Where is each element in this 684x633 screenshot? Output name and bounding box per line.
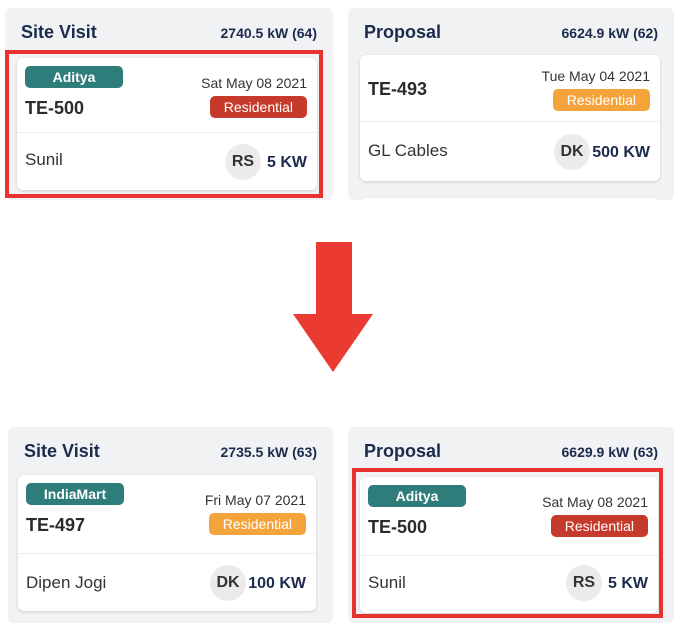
divider (360, 555, 658, 556)
lead-date: Tue May 04 2021 (541, 68, 650, 84)
capacity: 5 KW (608, 575, 648, 592)
customer-name: Sunil (25, 150, 63, 169)
source-badge: IndiaMart (26, 483, 124, 505)
lead-code: TE-497 (26, 515, 86, 535)
lead-date: Fri May 07 2021 (204, 492, 306, 508)
proposal-column-before: Proposal 6624.9 kW (62) Tue May 04 2021 T… (348, 8, 674, 200)
lead-code: TE-500 (25, 98, 85, 118)
avatar: RS (566, 565, 602, 601)
column-title: Site Visit (21, 22, 97, 42)
lead-card[interactable]: Aditya Sat May 08 2021 TE-500 Residentia… (360, 477, 658, 613)
lead-card[interactable]: Tue May 04 2021 TE-493 Residential GL Ca… (360, 55, 660, 181)
divider (17, 132, 317, 133)
type-badge: Residential (552, 89, 650, 111)
column-total: 6624.9 kW (62) (561, 25, 659, 41)
divider (18, 553, 316, 554)
avatar: RS (225, 144, 261, 180)
customer-name: GL Cables (368, 141, 448, 160)
highlight-box (5, 50, 323, 198)
customer-name: Sunil (368, 573, 406, 592)
avatar: DK (210, 565, 246, 601)
lead-card[interactable]: Aditya Sat May 08 2021 TE-500 Residentia… (17, 58, 317, 190)
type-badge: Residential (550, 515, 648, 537)
lead-code: TE-500 (368, 517, 428, 537)
avatar: DK (554, 134, 590, 170)
highlight-box (352, 468, 663, 618)
type-badge: Residential (209, 96, 307, 118)
proposal-column-after: Proposal 6629.9 kW (63) Aditya Sat May 08… (348, 427, 674, 623)
lead-date: Sat May 08 2021 (542, 494, 648, 510)
arrow-down-icon (293, 242, 373, 372)
capacity: 500 KW (592, 144, 650, 161)
source-badge: Aditya (368, 485, 466, 507)
site-visit-column-after: Site Visit 2735.5 kW (63) IndiaMart Fri M… (8, 427, 333, 623)
lead-card[interactable]: IndiaMart Fri May 07 2021 TE-497 Residen… (18, 475, 316, 611)
customer-name: Dipen Jogi (26, 573, 107, 592)
type-badge: Residential (208, 513, 306, 535)
divider (360, 121, 660, 122)
lead-code: TE-493 (368, 79, 428, 99)
column-title: Proposal (364, 441, 442, 461)
site-visit-column-before: Site Visit 2740.5 kW (64) Aditya Sat May … (5, 8, 333, 200)
source-badge: Aditya (25, 66, 123, 88)
column-title: Proposal (364, 22, 442, 42)
column-total: 2735.5 kW (63) (220, 444, 318, 460)
lead-card-next[interactable] (360, 198, 660, 200)
column-total: 2740.5 kW (64) (220, 25, 318, 41)
column-total: 6629.9 kW (63) (561, 444, 659, 460)
capacity: 5 KW (267, 154, 307, 171)
column-title: Site Visit (24, 441, 100, 461)
capacity: 100 KW (248, 575, 306, 592)
lead-date: Sat May 08 2021 (201, 75, 307, 91)
